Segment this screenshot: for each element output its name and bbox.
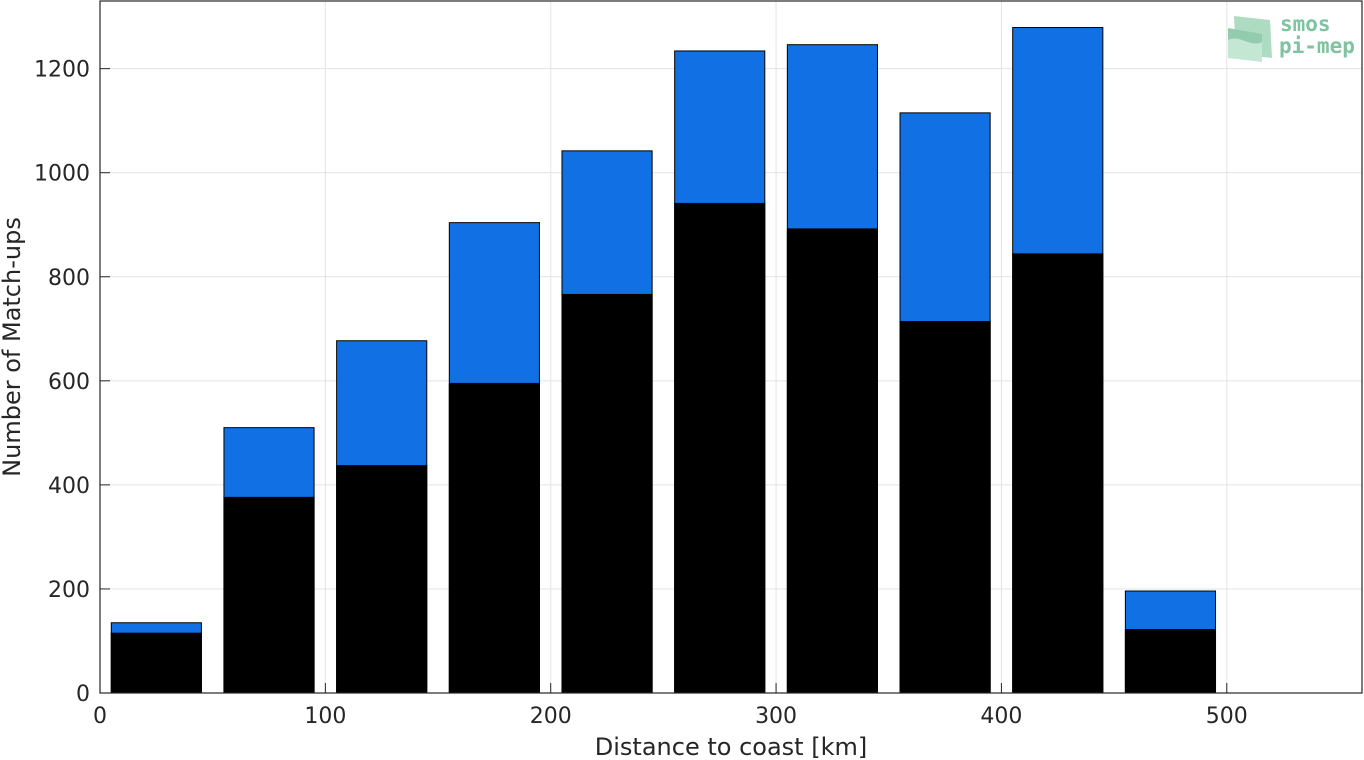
bar-series1-7: [899, 321, 991, 694]
bar-series1-3: [448, 382, 540, 694]
axis-ticks: 0 100 200 300 400 500 0 200 400 600 800 1000 1200: [34, 58, 1248, 729]
plot-frame: [99, 0, 1363, 694]
x-axis-label: Distance to coast [km]: [595, 733, 867, 760]
bar-series1-6: [786, 228, 878, 694]
bar-series1-1: [223, 496, 315, 694]
bar-series1-8: [1012, 253, 1104, 694]
bar-series1-2: [336, 465, 428, 694]
y-tick-label: 1200: [34, 58, 90, 83]
smos-pimep-logo: smos pi-mep: [1228, 12, 1355, 62]
y-tick-label: 1000: [34, 162, 90, 187]
logo-line2: pi-mep: [1279, 34, 1355, 58]
x-tick-label: 100: [304, 704, 346, 729]
y-tick-label: 200: [48, 578, 90, 603]
bars: [110, 27, 1217, 694]
logo-waves-icon: [1228, 16, 1272, 62]
bar-series1-0: [110, 632, 202, 694]
bar-series1-5: [674, 202, 766, 694]
y-tick-label: 600: [48, 370, 90, 395]
x-tick-label: 400: [980, 704, 1022, 729]
x-tick-label: 0: [93, 704, 107, 729]
x-tick-label: 500: [1206, 704, 1248, 729]
bar-series1-9: [1124, 629, 1217, 694]
y-tick-label: 400: [48, 474, 90, 499]
x-tick-label: 200: [530, 704, 572, 729]
logo-line1: smos: [1280, 12, 1331, 36]
bar-series1-4: [561, 293, 653, 694]
y-tick-label: 800: [48, 266, 90, 291]
x-tick-label: 300: [755, 704, 797, 729]
y-axis-label: Number of Match-ups: [0, 217, 26, 477]
y-tick-label: 0: [76, 682, 90, 707]
